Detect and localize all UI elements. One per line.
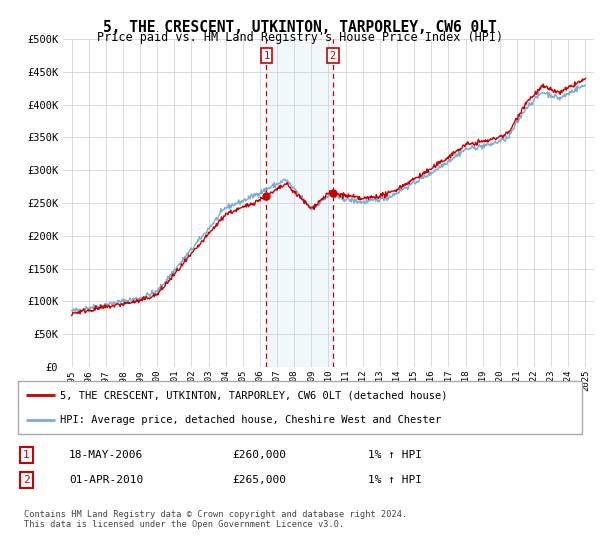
Text: £260,000: £260,000 bbox=[232, 450, 286, 460]
Text: 2: 2 bbox=[23, 475, 30, 485]
Text: £265,000: £265,000 bbox=[232, 475, 286, 485]
Text: 1% ↑ HPI: 1% ↑ HPI bbox=[368, 475, 422, 485]
Text: 18-MAY-2006: 18-MAY-2006 bbox=[69, 450, 143, 460]
FancyBboxPatch shape bbox=[18, 381, 582, 434]
Text: 2: 2 bbox=[329, 50, 336, 60]
Text: HPI: Average price, detached house, Cheshire West and Chester: HPI: Average price, detached house, Ches… bbox=[60, 414, 442, 424]
Text: 1: 1 bbox=[263, 50, 269, 60]
Text: Price paid vs. HM Land Registry's House Price Index (HPI): Price paid vs. HM Land Registry's House … bbox=[97, 31, 503, 44]
Text: 1: 1 bbox=[23, 450, 30, 460]
Text: 1% ↑ HPI: 1% ↑ HPI bbox=[368, 450, 422, 460]
Text: Contains HM Land Registry data © Crown copyright and database right 2024.
This d: Contains HM Land Registry data © Crown c… bbox=[23, 510, 407, 529]
Bar bbox=[266, 39, 333, 367]
Text: 01-APR-2010: 01-APR-2010 bbox=[69, 475, 143, 485]
Text: 5, THE CRESCENT, UTKINTON, TARPORLEY, CW6 0LT (detached house): 5, THE CRESCENT, UTKINTON, TARPORLEY, CW… bbox=[60, 390, 448, 400]
Text: 5, THE CRESCENT, UTKINTON, TARPORLEY, CW6 0LT: 5, THE CRESCENT, UTKINTON, TARPORLEY, CW… bbox=[103, 20, 497, 35]
